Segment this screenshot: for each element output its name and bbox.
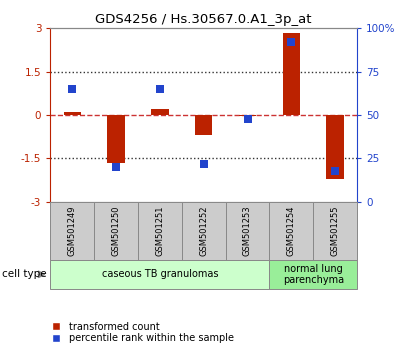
Text: GSM501252: GSM501252 [199, 206, 208, 256]
Bar [269, 260, 357, 289]
Bar [138, 202, 182, 260]
Text: GSM501251: GSM501251 [155, 206, 164, 256]
Text: GSM501255: GSM501255 [331, 206, 340, 256]
Text: normal lung
parenchyma: normal lung parenchyma [283, 263, 344, 285]
Text: cell type: cell type [2, 269, 47, 279]
Bar [63, 112, 81, 115]
Bar [108, 115, 125, 163]
Bar [182, 202, 226, 260]
Bar [226, 202, 269, 260]
Bar [313, 202, 357, 260]
Text: GSM501253: GSM501253 [243, 206, 252, 256]
Legend: transformed count, percentile rank within the sample: transformed count, percentile rank withi… [43, 318, 238, 347]
Bar [239, 115, 256, 116]
Bar [195, 115, 213, 135]
Title: GDS4256 / Hs.30567.0.A1_3p_at: GDS4256 / Hs.30567.0.A1_3p_at [95, 13, 312, 26]
Bar [50, 202, 94, 260]
Bar [269, 202, 313, 260]
Bar [151, 109, 169, 115]
Text: caseous TB granulomas: caseous TB granulomas [102, 269, 218, 279]
Bar [50, 260, 269, 289]
Bar [326, 115, 344, 179]
Bar [283, 33, 300, 115]
Text: GSM501254: GSM501254 [287, 206, 296, 256]
Bar [94, 202, 138, 260]
Text: GSM501249: GSM501249 [68, 206, 77, 256]
Text: GSM501250: GSM501250 [112, 206, 121, 256]
